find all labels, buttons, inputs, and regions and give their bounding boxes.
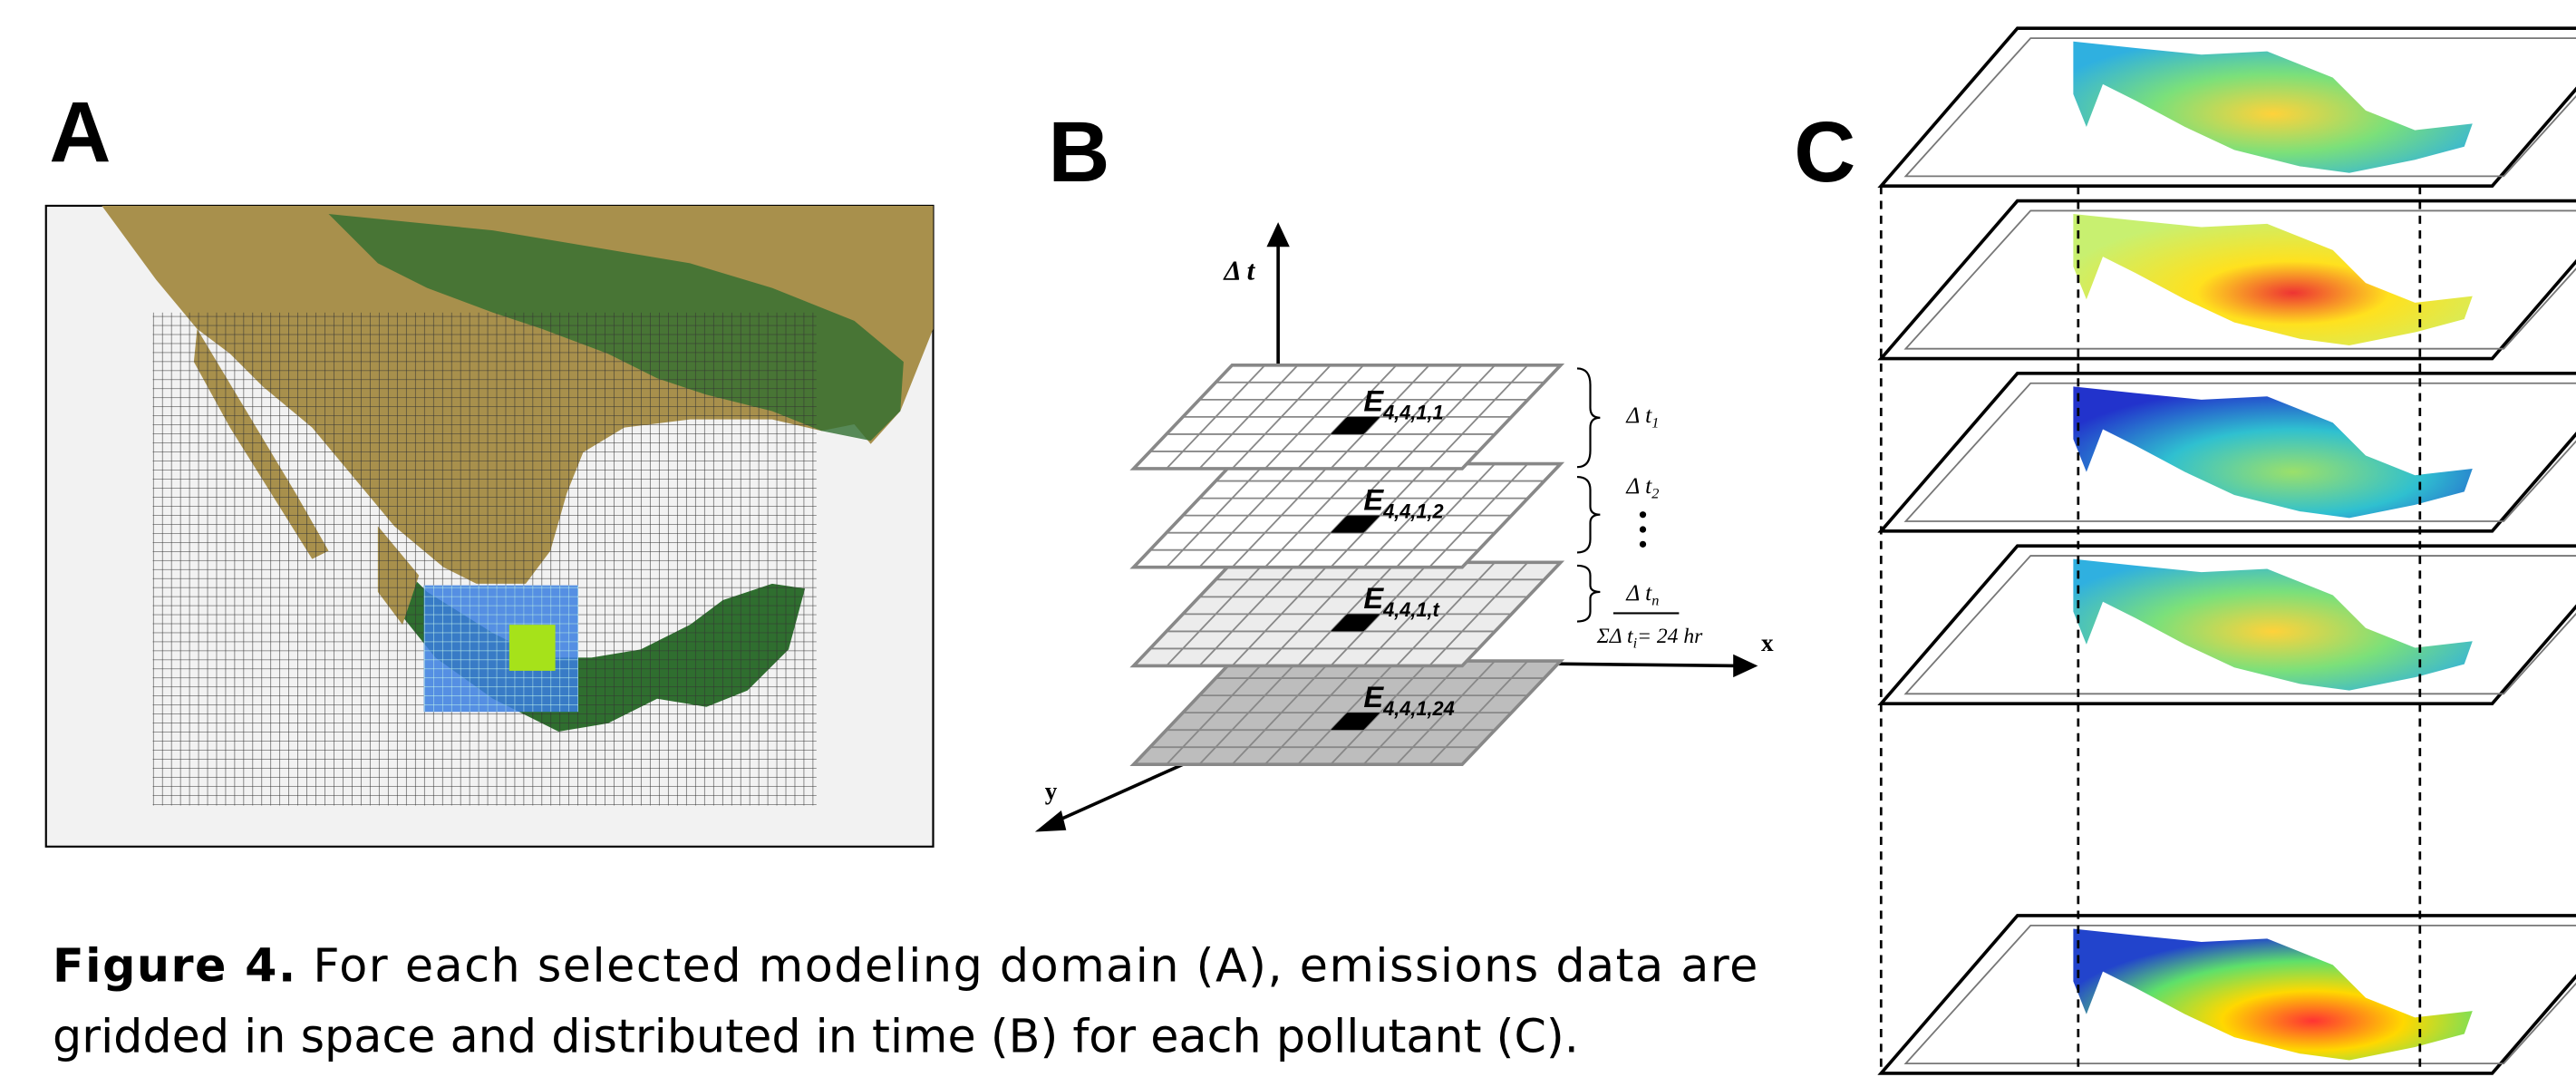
interval-subscript: 2 bbox=[1651, 485, 1659, 502]
cell-subscript: 4,4,1,t bbox=[1382, 598, 1439, 621]
grid-layer: E4,4,1,24 bbox=[1134, 661, 1561, 764]
interval-symbol: Δ t bbox=[1625, 473, 1652, 499]
interval-subscript: n bbox=[1651, 591, 1659, 608]
interval-label: Δ t2 bbox=[1625, 473, 1659, 501]
sum-label: ΣΔ ti= 24 hr bbox=[1596, 625, 1703, 651]
figure: A B E4,4,1,24E4,4,1,tE4,4,1,2E4,4,1,1 Δ … bbox=[0, 0, 2576, 1077]
map-layer bbox=[1881, 374, 2576, 531]
interval-label: Δ tn bbox=[1625, 580, 1659, 608]
panel-label: B bbox=[1048, 104, 1109, 199]
cell-subscript: 4,4,1,1 bbox=[1382, 402, 1444, 424]
map-layer bbox=[1881, 201, 2576, 359]
grid-layer: E4,4,1,t bbox=[1134, 562, 1561, 665]
cell-symbol: E bbox=[1363, 482, 1384, 516]
caption-line: gridded in space and distributed in time… bbox=[53, 1009, 1579, 1062]
panel-label: A bbox=[49, 84, 111, 180]
axis-label: y bbox=[1045, 777, 1058, 804]
pollutant-layers bbox=[1881, 28, 2576, 1073]
cell-subscript: 4,4,1,24 bbox=[1382, 697, 1455, 720]
cell-symbol: E bbox=[1363, 680, 1384, 713]
cell-symbol: E bbox=[1363, 384, 1384, 418]
interval-subscript: 1 bbox=[1651, 414, 1659, 432]
cell-subscript: 4,4,1,2 bbox=[1382, 500, 1444, 522]
page: A B E4,4,1,24E4,4,1,tE4,4,1,2E4,4,1,1 Δ … bbox=[0, 0, 2576, 1077]
axis-label: x bbox=[1761, 629, 1774, 656]
map-layer bbox=[1881, 28, 2576, 186]
panel-label: C bbox=[1794, 104, 1855, 199]
grid-layer: E4,4,1,2 bbox=[1134, 464, 1561, 568]
cell-symbol: E bbox=[1363, 581, 1384, 615]
axis-label: Δ t bbox=[1222, 256, 1255, 286]
grid-layer: E4,4,1,1 bbox=[1134, 365, 1561, 469]
interval-label: Δ t1 bbox=[1625, 403, 1659, 431]
interval-symbol: Δ t bbox=[1625, 403, 1652, 428]
map-layer bbox=[1881, 916, 2576, 1073]
map-layer bbox=[1881, 546, 2576, 703]
map-panel bbox=[46, 206, 934, 847]
interval-symbol: Δ t bbox=[1625, 580, 1652, 606]
caption-line: Figure 4. For each selected modeling dom… bbox=[53, 938, 1758, 992]
